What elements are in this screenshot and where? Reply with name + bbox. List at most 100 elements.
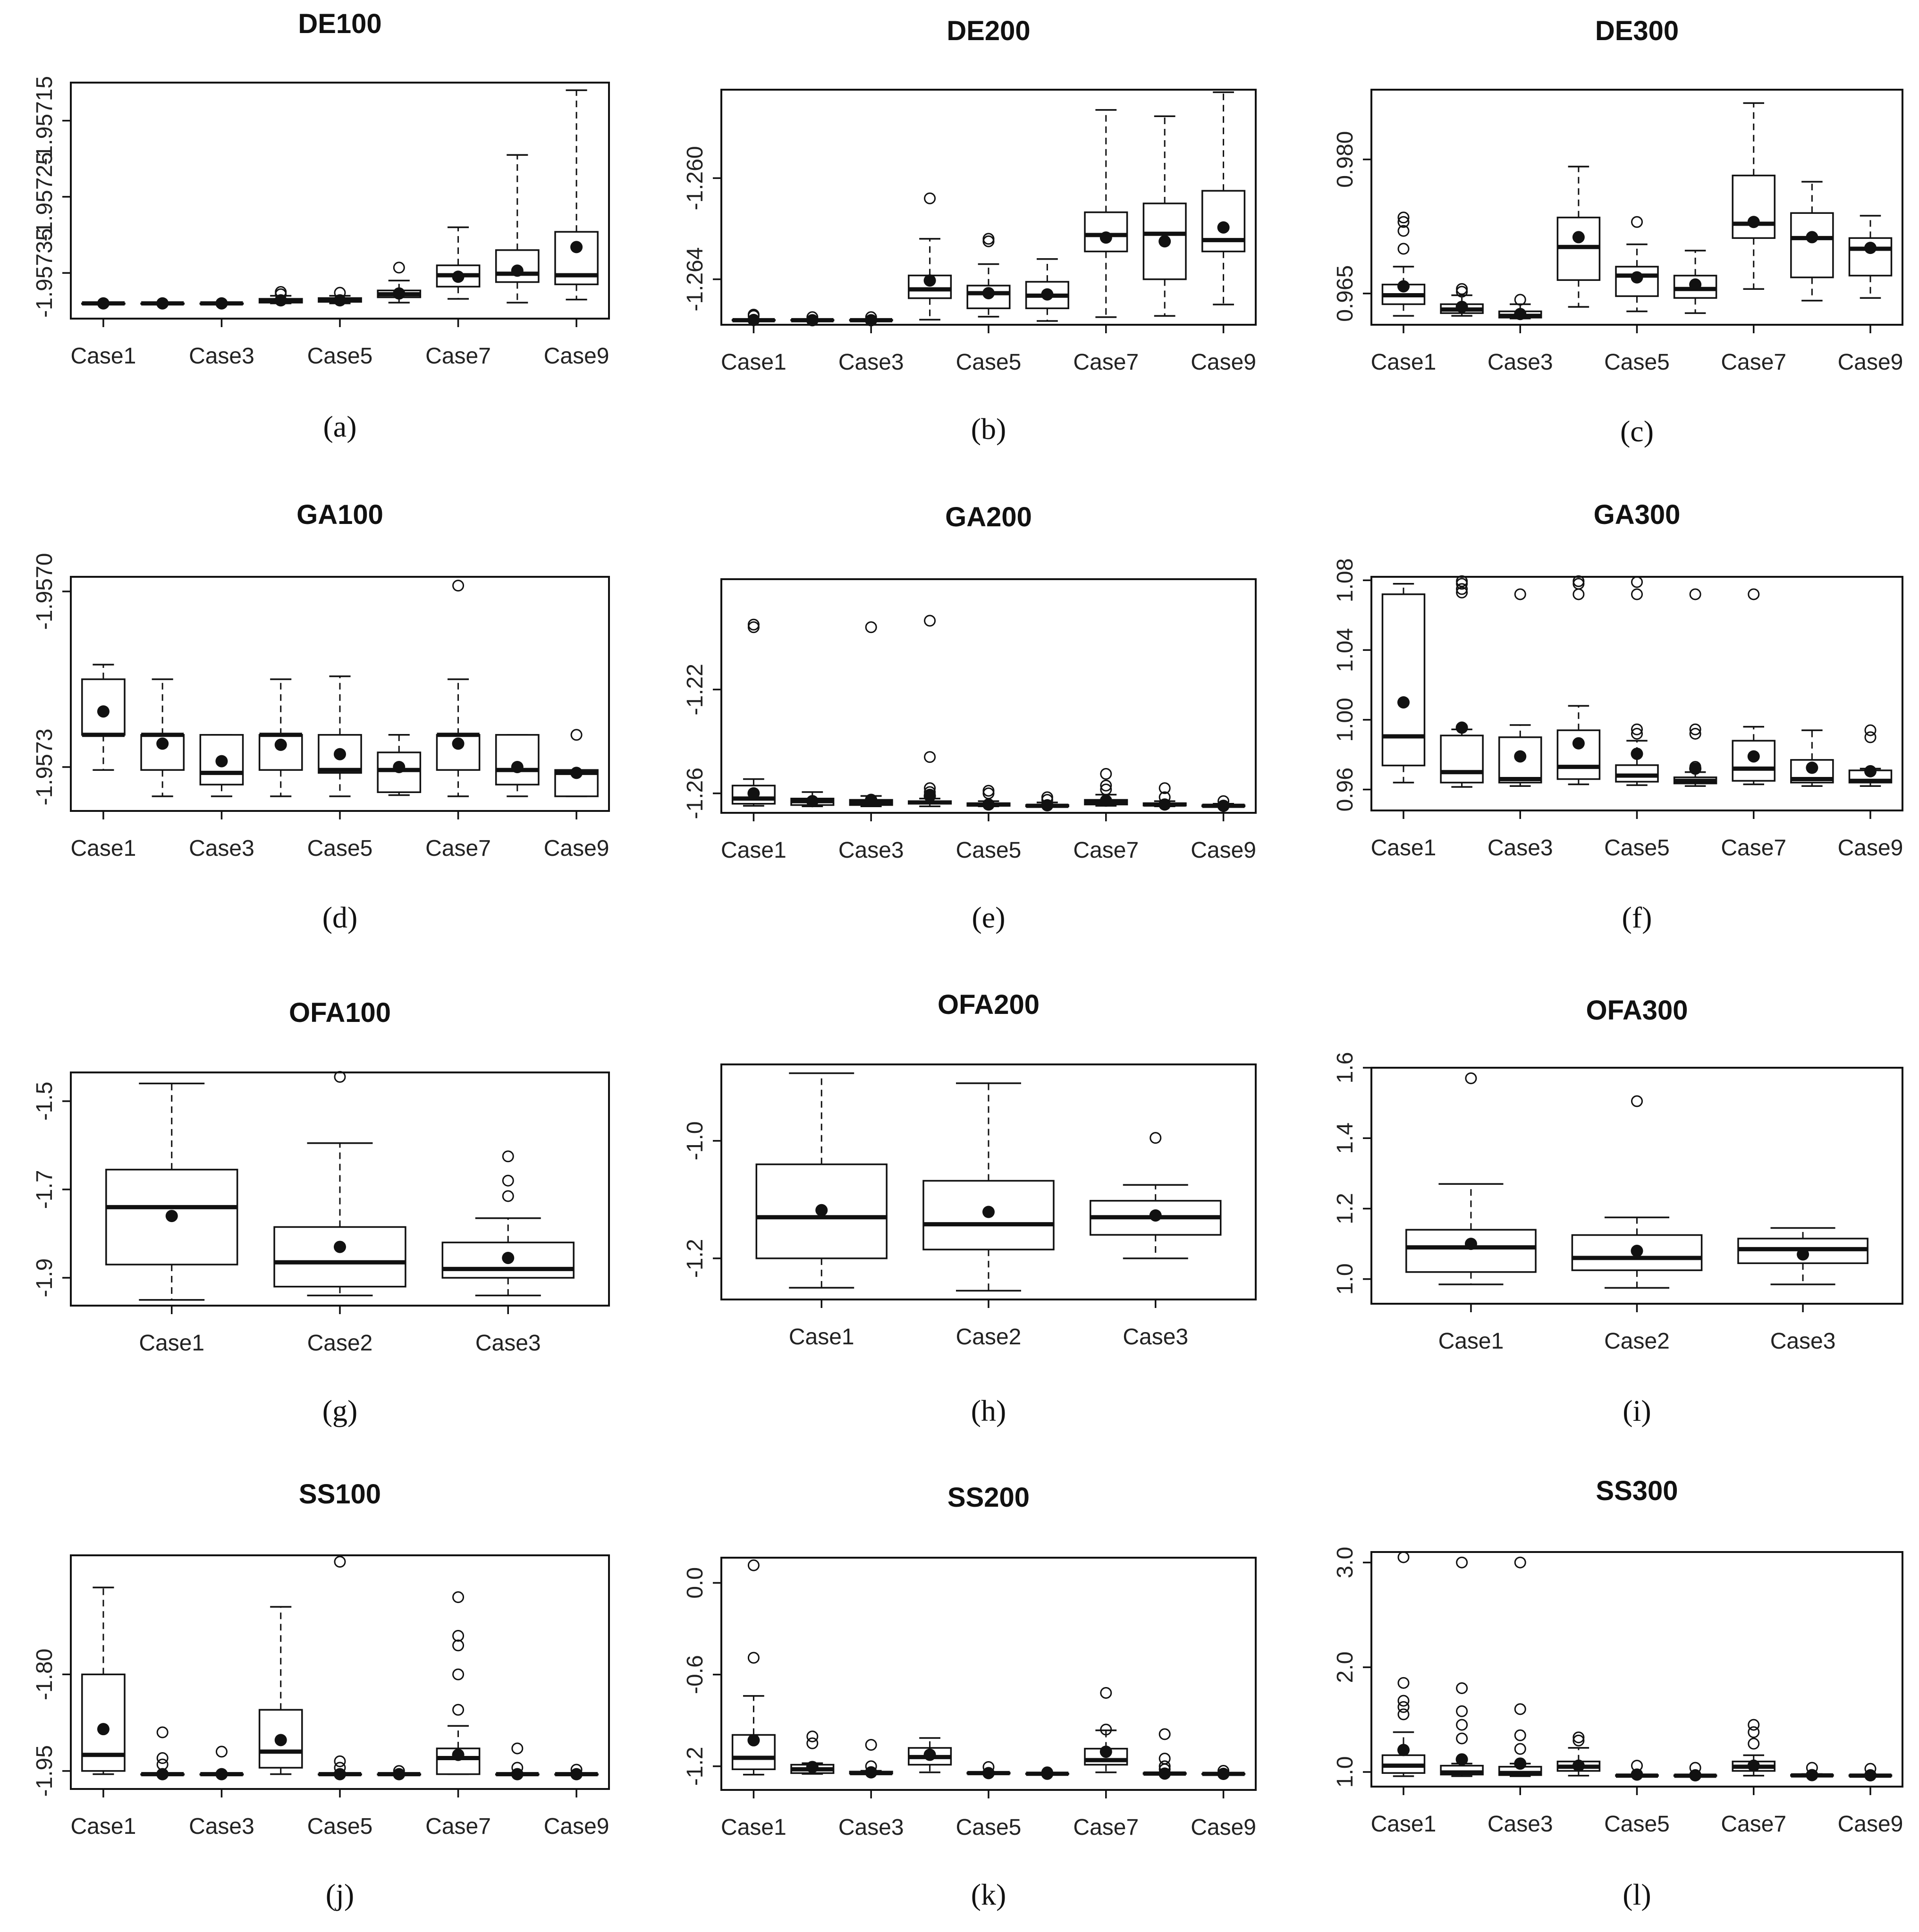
box-case7: [436, 226, 481, 300]
box-case5: [318, 675, 362, 797]
outlier-point: [452, 1668, 465, 1680]
x-tick-label: Case1: [721, 350, 786, 375]
mean-point: [1747, 1759, 1760, 1772]
mean-point: [1864, 1769, 1877, 1782]
panel-ga200: GA200 Case1 Case3 Case5 Case7 Case9 -1.26 -1.22…: [683, 502, 1257, 934]
mean-point: [215, 1768, 228, 1780]
mean-point: [274, 1734, 287, 1746]
box-case6: [1025, 791, 1069, 812]
box-case3: [1498, 1556, 1542, 1777]
mean-point: [747, 1734, 760, 1746]
box-case7: [436, 1591, 481, 1775]
box-case7: [1084, 109, 1128, 318]
chart-title: SS200: [947, 1482, 1030, 1513]
mean-point: [1514, 308, 1527, 321]
x-tick-label: Case3: [1770, 1329, 1836, 1354]
mean-point: [393, 1768, 406, 1780]
x-tick-label: Case7: [1721, 835, 1786, 861]
box-case1: [81, 664, 126, 771]
y-tick-label: -1.9573: [32, 729, 57, 806]
panel-de300: DE300 Case1 Case3 Case5 Case7 Case9 0.965 0.980…: [1333, 16, 1903, 448]
panel-ofa100: OFA100 Case1 Case2 Case3 -1.9 -1.7 -1.5 (g): [32, 997, 610, 1427]
x-tick-label: Case5: [1604, 1812, 1670, 1837]
mean-point: [923, 790, 936, 802]
box-case3: [199, 1746, 244, 1780]
x-tick-label: Case1: [71, 836, 136, 861]
mean-point: [1397, 280, 1410, 293]
x-tick-label: Case5: [1604, 350, 1670, 375]
outlier-point: [1456, 1682, 1468, 1694]
outlier-point: [393, 262, 405, 274]
iqr-box: [1790, 212, 1834, 278]
outlier-point: [1572, 1734, 1585, 1746]
box-case3: [849, 621, 893, 807]
outlier-point: [1397, 1708, 1410, 1721]
box-case8: [1142, 782, 1187, 811]
chart-title: DE200: [947, 16, 1030, 46]
outlier-point: [1514, 1743, 1526, 1755]
box-case1: [81, 1586, 126, 1775]
box-case1: [731, 618, 776, 807]
y-tick-label: -1.80: [32, 1649, 57, 1700]
mean-point: [274, 294, 287, 307]
y-tick-label: 2.0: [1333, 1652, 1358, 1683]
outlier-point: [1100, 1723, 1112, 1736]
y-tick-label: -1.26: [683, 768, 708, 819]
mean-point: [1514, 750, 1527, 763]
panel-label: (j): [326, 1878, 354, 1911]
y-tick-label: 0.96: [1333, 768, 1358, 811]
outlier-point: [1631, 727, 1643, 740]
x-tick-label: Case5: [956, 350, 1022, 375]
box-case1: [731, 1559, 776, 1776]
box-case1: [1381, 583, 1426, 784]
y-tick-label: 1.0: [1333, 1263, 1358, 1295]
outlier-point: [1397, 1551, 1410, 1563]
mean-point: [1041, 799, 1054, 812]
x-tick-label: Case3: [189, 344, 254, 369]
mean-point: [1464, 1238, 1477, 1250]
panel-label: (a): [323, 410, 356, 443]
outlier-point: [1748, 1719, 1760, 1731]
outlier-point: [1150, 1132, 1162, 1144]
plot-frame: [720, 578, 1257, 814]
mean-point: [165, 1210, 178, 1223]
y-tick-label: -1.7: [32, 1170, 57, 1209]
y-tick-label: 1.2: [1333, 1193, 1358, 1224]
outlier-point: [1465, 1072, 1477, 1084]
box-case4: [908, 1737, 952, 1773]
box-case8: [495, 1742, 540, 1780]
x-tick-label: Case9: [1838, 350, 1903, 375]
y-tick-label: -1.2: [683, 1239, 708, 1278]
y-tick-label: -1.0: [683, 1121, 708, 1160]
box-case8: [1142, 1728, 1187, 1780]
mean-point: [1689, 1769, 1702, 1782]
box-case2: [1440, 575, 1484, 788]
box-case1: [1405, 1072, 1537, 1285]
outlier-point: [1572, 1731, 1585, 1744]
y-tick-label: 0.0: [683, 1567, 708, 1599]
iqr-box: [1615, 764, 1659, 783]
outlier-point: [1514, 294, 1526, 306]
mean-point: [334, 1768, 346, 1780]
outlier-point: [747, 618, 760, 631]
y-tick-label: -1.260: [683, 146, 708, 210]
box-case6: [377, 262, 422, 304]
chart-title: GA300: [1594, 499, 1681, 530]
outlier-point: [806, 1737, 819, 1749]
x-tick-label: Case3: [838, 1815, 904, 1840]
box-case9: [1848, 215, 1893, 299]
x-tick-label: Case3: [475, 1331, 541, 1356]
outlier-point: [1514, 1556, 1526, 1569]
panel-label: (l): [1623, 1878, 1651, 1911]
y-tick-label: 1.08: [1333, 558, 1358, 602]
x-tick-label: Case1: [1371, 1812, 1437, 1837]
x-tick-label: Case9: [1191, 350, 1256, 375]
panel-label: (c): [1620, 414, 1654, 448]
box-case9: [1848, 724, 1893, 787]
box-case3: [199, 734, 244, 797]
box-case5: [1615, 576, 1659, 786]
box-case5: [966, 785, 1011, 811]
outlier-point: [1397, 1701, 1410, 1713]
outlier-point: [452, 580, 465, 592]
y-tick-label: 1.0: [1333, 1756, 1358, 1788]
